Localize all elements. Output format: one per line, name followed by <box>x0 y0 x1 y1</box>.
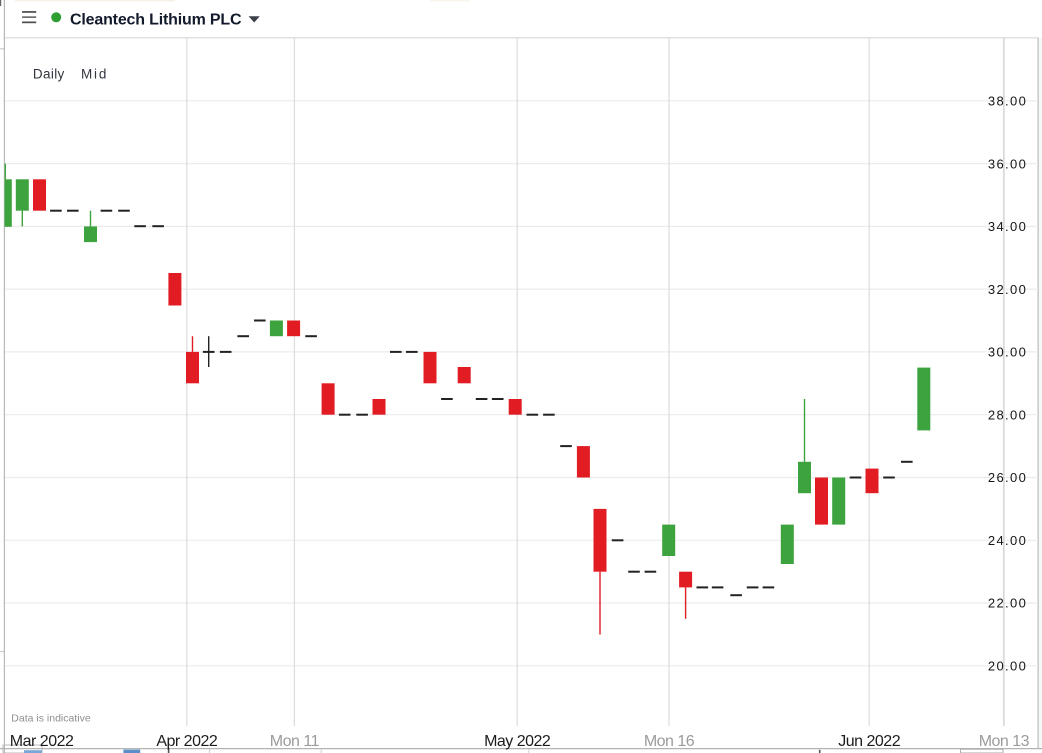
svg-text:24.00: 24.00 <box>988 533 1027 548</box>
svg-text:Mon 13: Mon 13 <box>979 733 1030 750</box>
svg-text:Cleantech Lithium PLC: Cleantech Lithium PLC <box>70 12 242 29</box>
svg-text:Mon 11: Mon 11 <box>270 733 320 750</box>
svg-text:Daily: Daily <box>33 66 65 81</box>
svg-text:32.00: 32.00 <box>988 282 1027 297</box>
svg-text:28.00: 28.00 <box>988 407 1027 422</box>
svg-text:20.00: 20.00 <box>988 659 1027 674</box>
svg-text:30.00: 30.00 <box>988 345 1027 360</box>
svg-text:36.00: 36.00 <box>988 156 1027 171</box>
svg-text:22.00: 22.00 <box>988 596 1027 611</box>
svg-text:38.00: 38.00 <box>988 94 1027 109</box>
svg-text:34.00: 34.00 <box>988 219 1027 234</box>
svg-text:Jun 2022: Jun 2022 <box>838 733 900 750</box>
svg-text:May 2022: May 2022 <box>484 733 551 750</box>
svg-text:Apr 2022: Apr 2022 <box>156 733 218 750</box>
svg-text:Mid: Mid <box>81 66 108 81</box>
svg-text:Data is indicative: Data is indicative <box>11 713 91 725</box>
svg-text:Mar 2022: Mar 2022 <box>10 733 74 750</box>
svg-text:Mon 16: Mon 16 <box>644 733 695 750</box>
svg-text:26.00: 26.00 <box>988 470 1027 485</box>
